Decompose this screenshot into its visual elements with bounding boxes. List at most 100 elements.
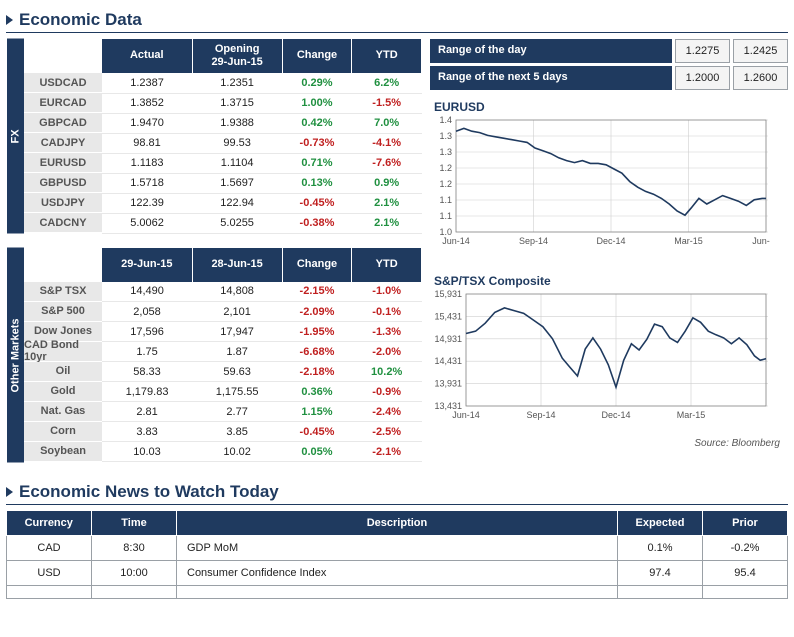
range-5day-low: 1.2000 [675,66,730,90]
cell: 97.4 [618,561,703,586]
cell: 1.1183 [102,153,192,173]
cell: 10.2% [352,362,422,382]
cell: 59.63 [192,362,282,382]
cell: -0.45% [282,422,352,442]
svg-text:Sep-14: Sep-14 [519,236,548,246]
cell: 122.94 [192,193,282,213]
svg-text:15,431: 15,431 [434,311,462,321]
row-label: Corn [24,422,102,442]
row-label: USDCAD [24,73,102,93]
cell: -2.15% [282,282,352,302]
table-row: 98.8199.53-0.73%-4.1% [102,133,422,153]
cell: -0.45% [282,193,352,213]
row-label: GBPUSD [24,173,102,193]
svg-text:Mar-15: Mar-15 [677,410,706,420]
table-row [7,586,788,599]
cell: -1.5% [352,93,422,113]
cell: GDP MoM [177,536,618,561]
range-day: Range of the day 1.2275 1.2425 [430,39,788,63]
svg-text:1.3: 1.3 [439,147,452,157]
table-row: USD10:00Consumer Confidence Index97.495.… [7,561,788,586]
eurusd-chart: 1.01.11.11.21.21.31.31.4Jun-14Sep-14Dec-… [430,116,788,264]
cell [618,586,703,599]
fx-vertical-label: FX [6,39,24,234]
cell: 58.33 [102,362,192,382]
cell: 1.75 [102,342,192,362]
row-label: CADJPY [24,133,102,153]
cell: 0.71% [282,153,352,173]
cell: 0.29% [282,73,352,93]
svg-text:13,931: 13,931 [434,379,462,389]
col-header: YTD [352,248,422,282]
cell: 1.9388 [192,113,282,133]
table-row: 17,59617,947-1.95%-1.3% [102,322,422,342]
cell: Consumer Confidence Index [177,561,618,586]
col-header: Description [177,511,618,536]
cell: -4.1% [352,133,422,153]
heading-economic-news: Economic News to Watch Today [6,480,788,505]
cell: -0.1% [352,302,422,322]
table-row: 2.812.771.15%-2.4% [102,402,422,422]
table-row: 14,49014,808-2.15%-1.0% [102,282,422,302]
chevron-right-icon [6,487,13,497]
row-label: Soybean [24,442,102,462]
news-table: CurrencyTimeDescriptionExpectedPriorCAD8… [6,511,788,599]
cell: CAD [7,536,92,561]
cell: 1.9470 [102,113,192,133]
range-day-label: Range of the day [430,39,672,63]
cell [92,586,177,599]
cell: -0.73% [282,133,352,153]
svg-text:14,931: 14,931 [434,334,462,344]
cell: 0.42% [282,113,352,133]
svg-text:14,431: 14,431 [434,356,462,366]
cell: -0.2% [703,536,788,561]
cell: 10.03 [102,442,192,462]
cell: 2,058 [102,302,192,322]
table-row: CAD8:30GDP MoM0.1%-0.2% [7,536,788,561]
range-day-high: 1.2425 [733,39,788,63]
chevron-right-icon [6,15,13,25]
cell: 1.1104 [192,153,282,173]
row-label: USDJPY [24,193,102,213]
fx-table: ActualOpening29-Jun-15ChangeYTD1.23871.2… [102,39,422,234]
chart2-title: S&P/TSX Composite [434,274,788,288]
col-header: Actual [102,39,192,73]
row-label: CAD Bond 10yr [24,342,102,362]
cell [703,586,788,599]
heading-text: Economic News to Watch Today [19,482,279,502]
table-row: 10.0310.020.05%-2.1% [102,442,422,462]
svg-text:1.2: 1.2 [439,179,452,189]
range-5day: Range of the next 5 days 1.2000 1.2600 [430,66,788,90]
table-row: 58.3359.63-2.18%10.2% [102,362,422,382]
cell: -1.95% [282,322,352,342]
col-header: Change [282,39,352,73]
row-label: Nat. Gas [24,402,102,422]
table-row: 122.39122.94-0.45%2.1% [102,193,422,213]
cell: 2.1% [352,193,422,213]
cell [7,586,92,599]
table-row: 1.38521.37151.00%-1.5% [102,93,422,113]
col-header: 29-Jun-15 [102,248,192,282]
cell: 10.02 [192,442,282,462]
table-row: 1,179.831,175.550.36%-0.9% [102,382,422,402]
svg-text:Mar-15: Mar-15 [674,236,703,246]
cell: -6.68% [282,342,352,362]
svg-text:Sep-14: Sep-14 [526,410,555,420]
col-header: 28-Jun-15 [192,248,282,282]
cell: 17,947 [192,322,282,342]
cell: 1.15% [282,402,352,422]
cell: 6.2% [352,73,422,93]
table-row: 1.11831.11040.71%-7.6% [102,153,422,173]
svg-text:Dec-14: Dec-14 [596,236,625,246]
cell: -0.9% [352,382,422,402]
table-row: 2,0582,101-2.09%-0.1% [102,302,422,322]
cell: 2.1% [352,213,422,233]
source-label: Source: Bloomberg [430,438,788,449]
cell: 7.0% [352,113,422,133]
cell: 0.13% [282,173,352,193]
cell: 95.4 [703,561,788,586]
cell: 98.81 [102,133,192,153]
svg-text:1.1: 1.1 [439,195,452,205]
table-row: 1.751.87-6.68%-2.0% [102,342,422,362]
cell: -2.4% [352,402,422,422]
